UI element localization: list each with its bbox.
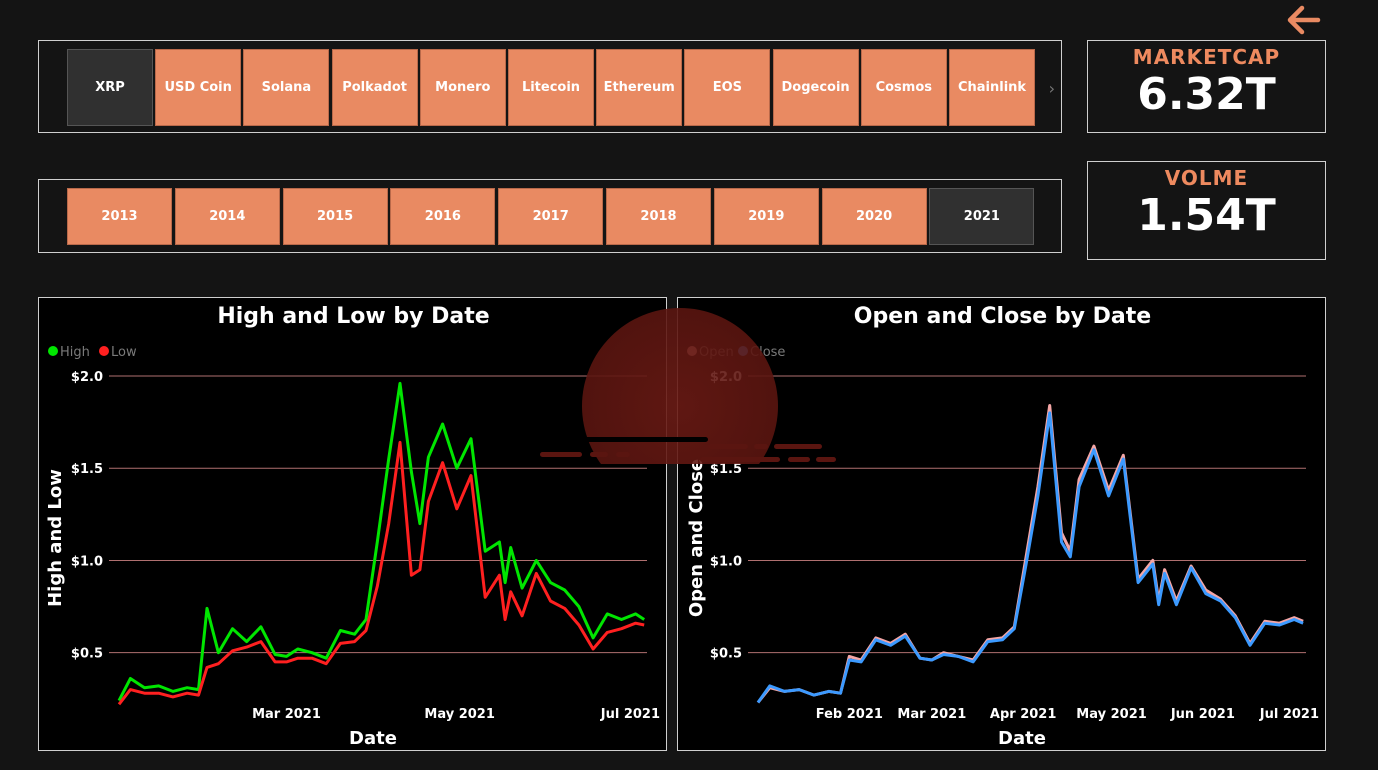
y-tick-label: $1.5 [710, 462, 742, 477]
volume-label: VOLME [1164, 166, 1249, 190]
year-chip-2020[interactable]: 2020 [821, 188, 927, 245]
coin-chip-litecoin[interactable]: Litecoin [508, 49, 594, 126]
series-line-high [117, 381, 646, 702]
x-tick-label: May 2021 [424, 707, 495, 722]
marketcap-label: MARKETCAP [1132, 45, 1281, 69]
coin-slicer: › XRP USD Coin Solana Polkadot Monero Litecoi… [38, 40, 1062, 133]
legend-label-low: Low [111, 345, 137, 360]
x-tick-label: Mar 2021 [252, 707, 321, 722]
y-tick-label: $2.0 [71, 370, 103, 385]
high-low-chart: High and Low by Date High Low $0.5 $1.0 $1.5 $… [38, 297, 667, 751]
x-tick-label: Apr 2021 [990, 707, 1057, 722]
coin-chip-usd-coin[interactable]: USD Coin [155, 49, 242, 126]
x-tick-label: Jul 2021 [600, 707, 660, 722]
x-tick-label: Jul 2021 [1259, 707, 1319, 722]
sunset-decoration [540, 308, 836, 464]
y-axis-label: Open and Close [686, 459, 707, 617]
legend-marker-low [99, 346, 109, 356]
legend-marker-high [48, 346, 58, 356]
year-slicer: 2013 2014 2015 2016 2017 2018 2019 2020 2021 [38, 179, 1062, 253]
x-tick-label: Mar 2021 [897, 707, 966, 722]
year-chip-2017[interactable]: 2017 [498, 188, 604, 245]
year-chip-2016[interactable]: 2016 [390, 188, 496, 245]
legend-label-high: High [60, 345, 90, 360]
y-axis-label: High and Low [45, 469, 66, 607]
series-line-close [756, 411, 1304, 704]
y-tick-label: $0.5 [710, 647, 742, 662]
open-close-chart: Open and Close by DateOpenClose$0.5$1.0$… [677, 297, 1326, 751]
y-tick-label: $1.5 [71, 462, 103, 477]
year-chip-2013[interactable]: 2013 [67, 188, 172, 245]
x-axis-label: Date [998, 728, 1046, 749]
x-tick-label: Jun 2021 [1170, 707, 1235, 722]
year-chip-2015[interactable]: 2015 [282, 188, 388, 245]
coin-chip-xrp[interactable]: XRP [67, 49, 153, 126]
marketcap-value: 6.32T [1137, 69, 1276, 120]
coin-chip-monero[interactable]: Monero [419, 49, 506, 126]
x-axis-label: Date [349, 728, 397, 749]
coin-chip-polkadot[interactable]: Polkadot [331, 49, 418, 126]
chart-title: Open and Close by Date [854, 304, 1151, 329]
y-tick-label: $0.5 [71, 647, 103, 662]
volume-card: VOLME 1.54T [1087, 161, 1326, 260]
x-tick-label: Feb 2021 [816, 707, 883, 722]
x-tick-label: May 2021 [1076, 707, 1147, 722]
coin-chip-solana[interactable]: Solana [243, 49, 330, 126]
y-tick-label: $1.0 [710, 554, 742, 569]
y-tick-label: $1.0 [71, 554, 103, 569]
series-line-low [117, 440, 645, 706]
coin-chip-ethereum[interactable]: Ethereum [596, 49, 683, 126]
high-low-chart-svg: High and Low by Date High Low $0.5 $1.0 $1.5 $… [45, 304, 660, 749]
year-chip-2021[interactable]: 2021 [929, 188, 1035, 245]
coin-chip-eos[interactable]: EOS [684, 49, 771, 126]
volume-value: 1.54T [1137, 190, 1276, 241]
year-chip-2014[interactable]: 2014 [174, 188, 280, 245]
year-chip-2019[interactable]: 2019 [713, 188, 819, 245]
chart-title: High and Low by Date [217, 304, 489, 329]
year-chip-2018[interactable]: 2018 [606, 188, 711, 245]
marketcap-card: MARKETCAP 6.32T [1087, 40, 1326, 133]
coin-chip-cosmos[interactable]: Cosmos [860, 49, 947, 126]
back-arrow-icon[interactable] [1284, 2, 1324, 38]
coin-chip-chainlink[interactable]: Chainlink [949, 49, 1035, 126]
coin-chip-dogecoin[interactable]: Dogecoin [772, 49, 859, 126]
chevron-right-icon[interactable]: › [1048, 79, 1055, 98]
